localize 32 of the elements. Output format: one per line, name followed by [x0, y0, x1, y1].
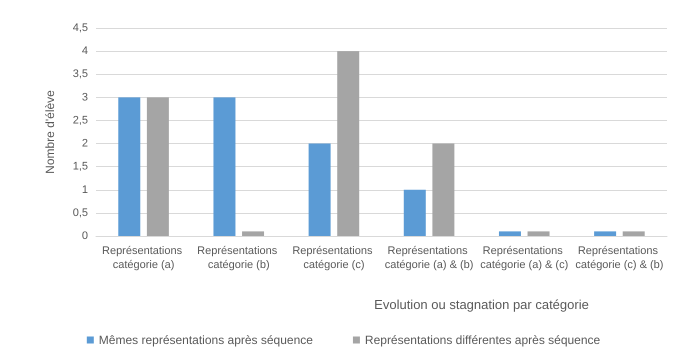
bar — [404, 190, 426, 236]
x-tick-label: Représentations catégorie (c) & (b) — [575, 245, 664, 271]
x-tick-label: Représentations catégorie (b) — [197, 245, 280, 271]
bar — [528, 231, 550, 236]
y-axis-title: Nombre d'élève — [43, 90, 57, 174]
y-tick-label: 3,5 — [72, 68, 88, 80]
bar — [622, 231, 645, 236]
bar — [337, 51, 360, 236]
bar — [432, 144, 454, 236]
bar — [594, 231, 616, 236]
bar — [146, 97, 169, 236]
y-tick-label: 3 — [82, 91, 88, 104]
y-tick-label: 2,5 — [72, 114, 88, 126]
y-tick-label: 4,5 — [72, 22, 88, 34]
legend-label: Mêmes représentations après séquence — [98, 333, 314, 347]
x-tick-label: Représentations catégorie (a) & (c) — [480, 245, 568, 271]
x-tick-label: Représentations catégorie (c) — [292, 245, 376, 271]
y-tick-label: 0 — [82, 230, 88, 242]
bar — [498, 231, 521, 236]
y-tick-label: 2 — [82, 138, 88, 150]
x-tick-label: Représentations catégorie (a) & (b) — [384, 245, 474, 271]
bar — [118, 97, 140, 236]
x-tick-label: Représentations catégorie (a) — [102, 245, 186, 271]
bar — [242, 231, 264, 236]
bar — [308, 144, 331, 236]
y-tick-label: 0,5 — [72, 206, 88, 219]
y-tick-label: 4 — [82, 45, 88, 58]
legend-label: Représentations différentes après séquence — [364, 333, 601, 347]
bar — [213, 97, 236, 236]
y-tick-label: 1,5 — [72, 160, 88, 173]
y-tick-label: 1 — [82, 184, 88, 196]
x-axis-title: Evolution ou stagnation par catégorie — [374, 297, 589, 312]
